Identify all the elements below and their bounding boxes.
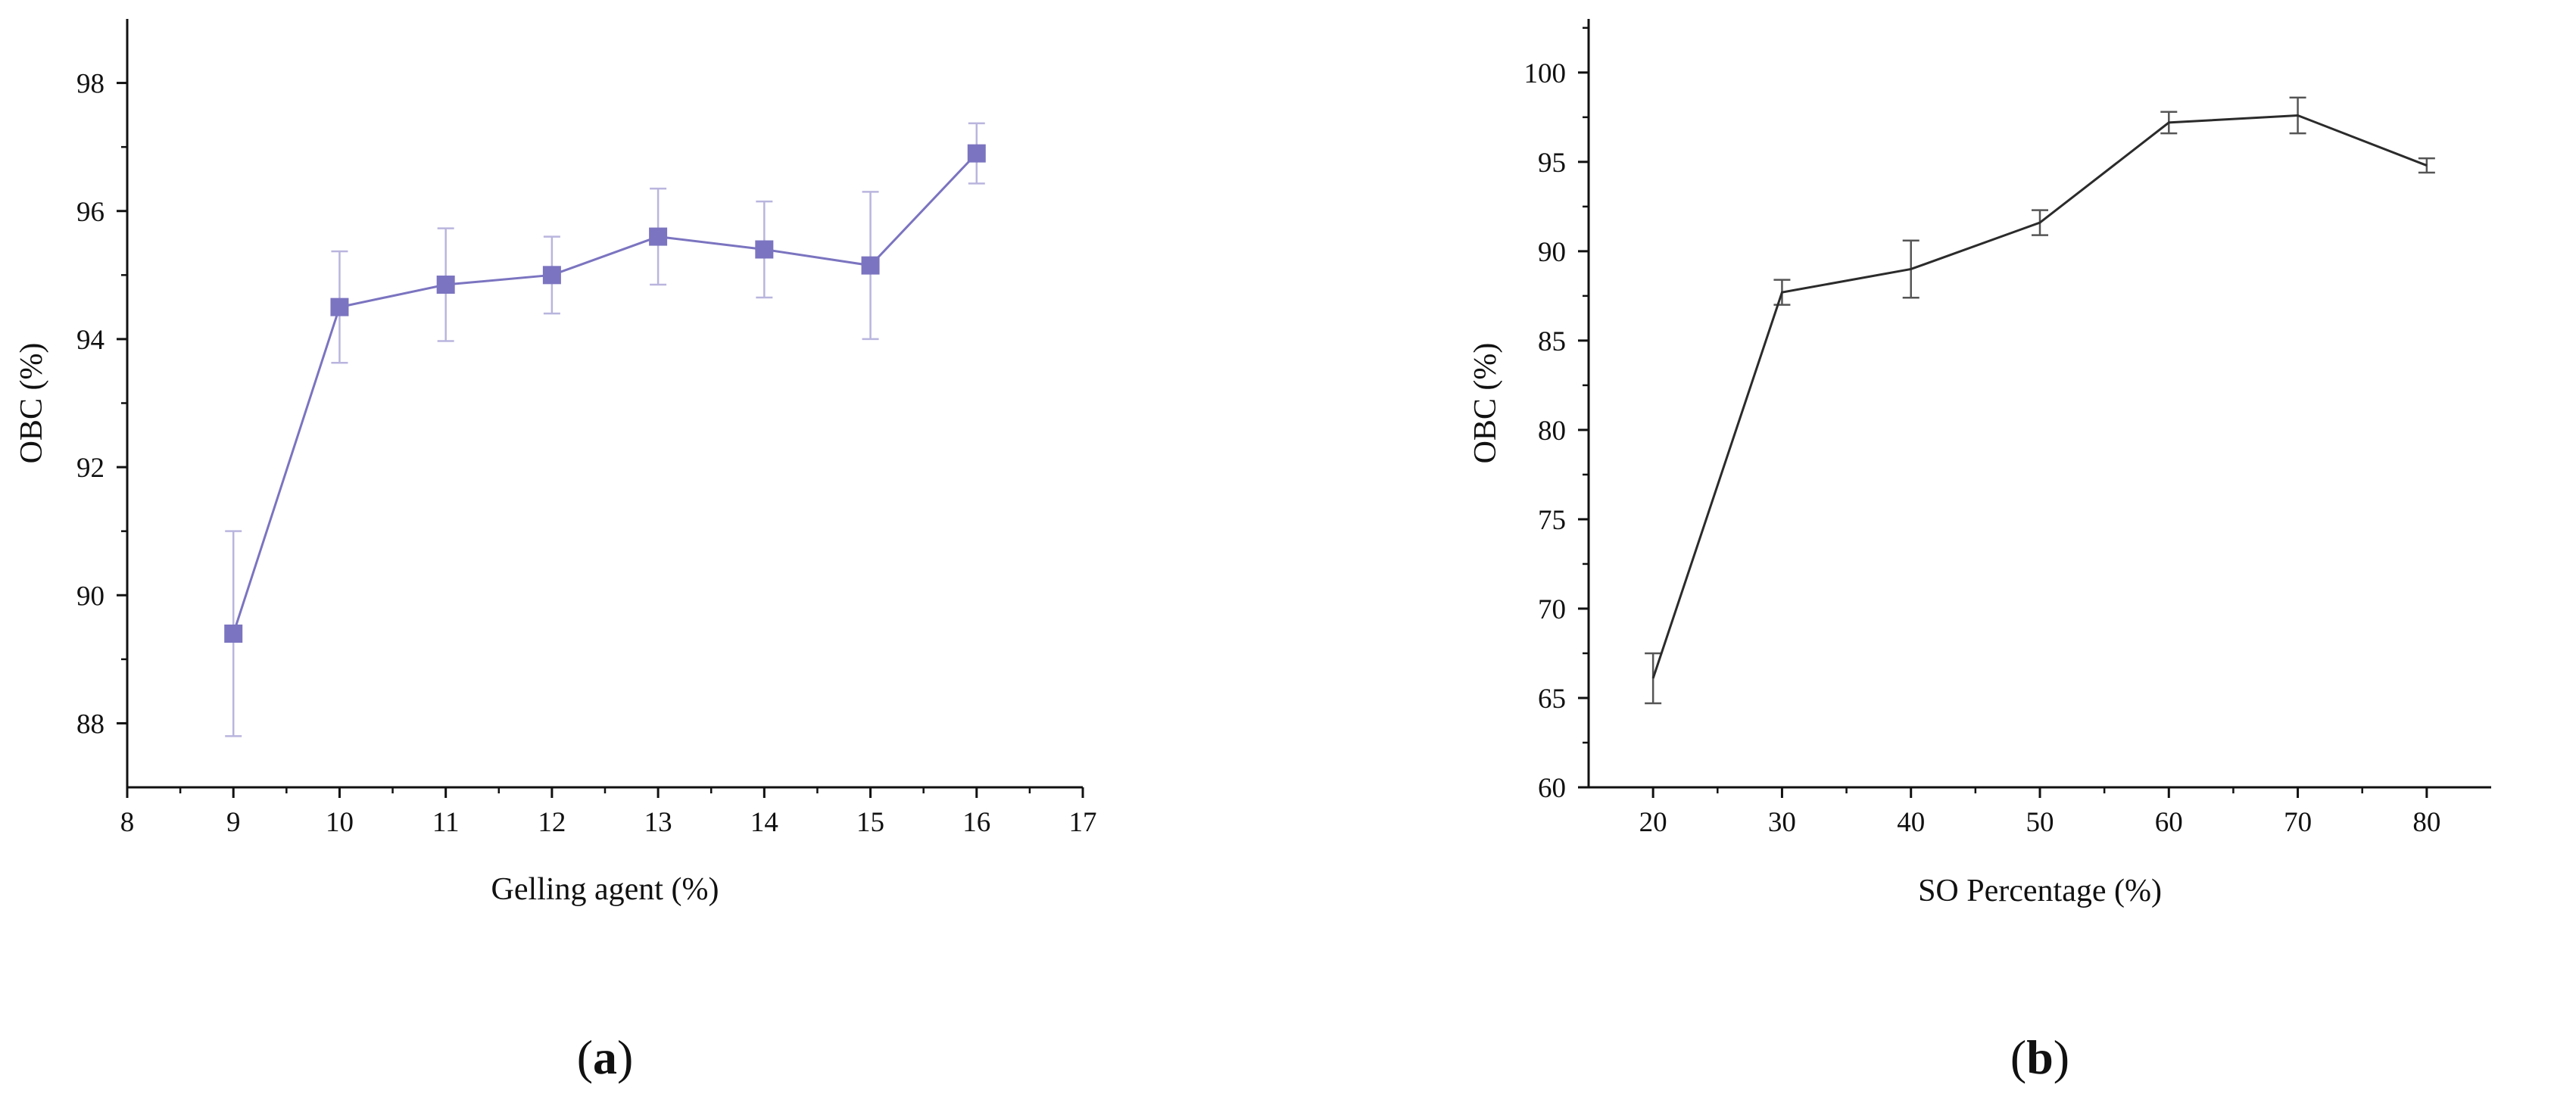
y-axis-title: OBC (%) bbox=[14, 343, 49, 464]
y-tick-label: 88 bbox=[76, 709, 104, 740]
x-tick-label: 20 bbox=[1639, 807, 1667, 838]
y-tick-label: 90 bbox=[76, 581, 104, 612]
y-tick-label: 95 bbox=[1538, 148, 1566, 179]
data-point bbox=[861, 256, 880, 275]
x-axis-title: SO Percentage (%) bbox=[1918, 874, 2162, 908]
data-point bbox=[542, 266, 561, 285]
y-tick-label: 94 bbox=[76, 325, 104, 356]
x-tick-label: 70 bbox=[2284, 807, 2312, 838]
chart-panel-b: 20 30 40 50 60 70 80 60 65 70 75 80 85 90 95 100 SO Perc… bbox=[1468, 19, 2491, 1084]
x-tick-label: 80 bbox=[2412, 807, 2440, 838]
x-tick-label: 16 bbox=[962, 807, 990, 838]
y-axis-title: OBC (%) bbox=[1468, 343, 1503, 464]
y-tick-label: 80 bbox=[1538, 416, 1566, 447]
x-tick-label: 14 bbox=[750, 807, 778, 838]
y-tick-label: 65 bbox=[1538, 684, 1566, 715]
data-point bbox=[224, 625, 243, 643]
x-tick-label: 13 bbox=[644, 807, 672, 838]
x-tick-label: 15 bbox=[856, 807, 884, 838]
chart-panel-a: 8 9 10 11 12 13 14 15 16 17 88 90 92 94 96 98 Gelling ag… bbox=[14, 19, 1097, 1084]
y-tick-label: 96 bbox=[76, 197, 104, 228]
y-tick-label: 98 bbox=[76, 69, 104, 100]
x-tick-label: 60 bbox=[2155, 807, 2183, 838]
x-tick-label: 10 bbox=[326, 807, 354, 838]
y-tick-label: 70 bbox=[1538, 594, 1566, 625]
panel-label: (b) bbox=[2010, 1030, 2069, 1084]
y-tick-label: 100 bbox=[1524, 58, 1567, 89]
data-point bbox=[967, 144, 986, 163]
data-point bbox=[755, 240, 774, 259]
data-point bbox=[330, 298, 349, 316]
series-line bbox=[1651, 114, 2428, 679]
x-tick-label: 9 bbox=[226, 807, 241, 838]
y-tick-label: 85 bbox=[1538, 326, 1566, 357]
series-line bbox=[232, 152, 978, 634]
y-tick-label: 90 bbox=[1538, 237, 1566, 268]
y-tick-label: 60 bbox=[1538, 773, 1566, 804]
y-tick-label: 75 bbox=[1538, 505, 1566, 536]
x-tick-label: 8 bbox=[120, 807, 135, 838]
x-tick-label: 50 bbox=[2026, 807, 2054, 838]
x-axis-title: Gelling agent (%) bbox=[491, 872, 719, 907]
panel-label: (a) bbox=[577, 1030, 634, 1084]
data-point bbox=[436, 276, 455, 294]
x-tick-label: 11 bbox=[432, 807, 460, 838]
x-tick-label: 40 bbox=[1897, 807, 1925, 838]
x-tick-label: 17 bbox=[1069, 807, 1097, 838]
x-tick-label: 30 bbox=[1768, 807, 1796, 838]
x-tick-label: 12 bbox=[538, 807, 566, 838]
y-tick-label: 92 bbox=[76, 453, 104, 484]
data-point bbox=[649, 227, 668, 246]
